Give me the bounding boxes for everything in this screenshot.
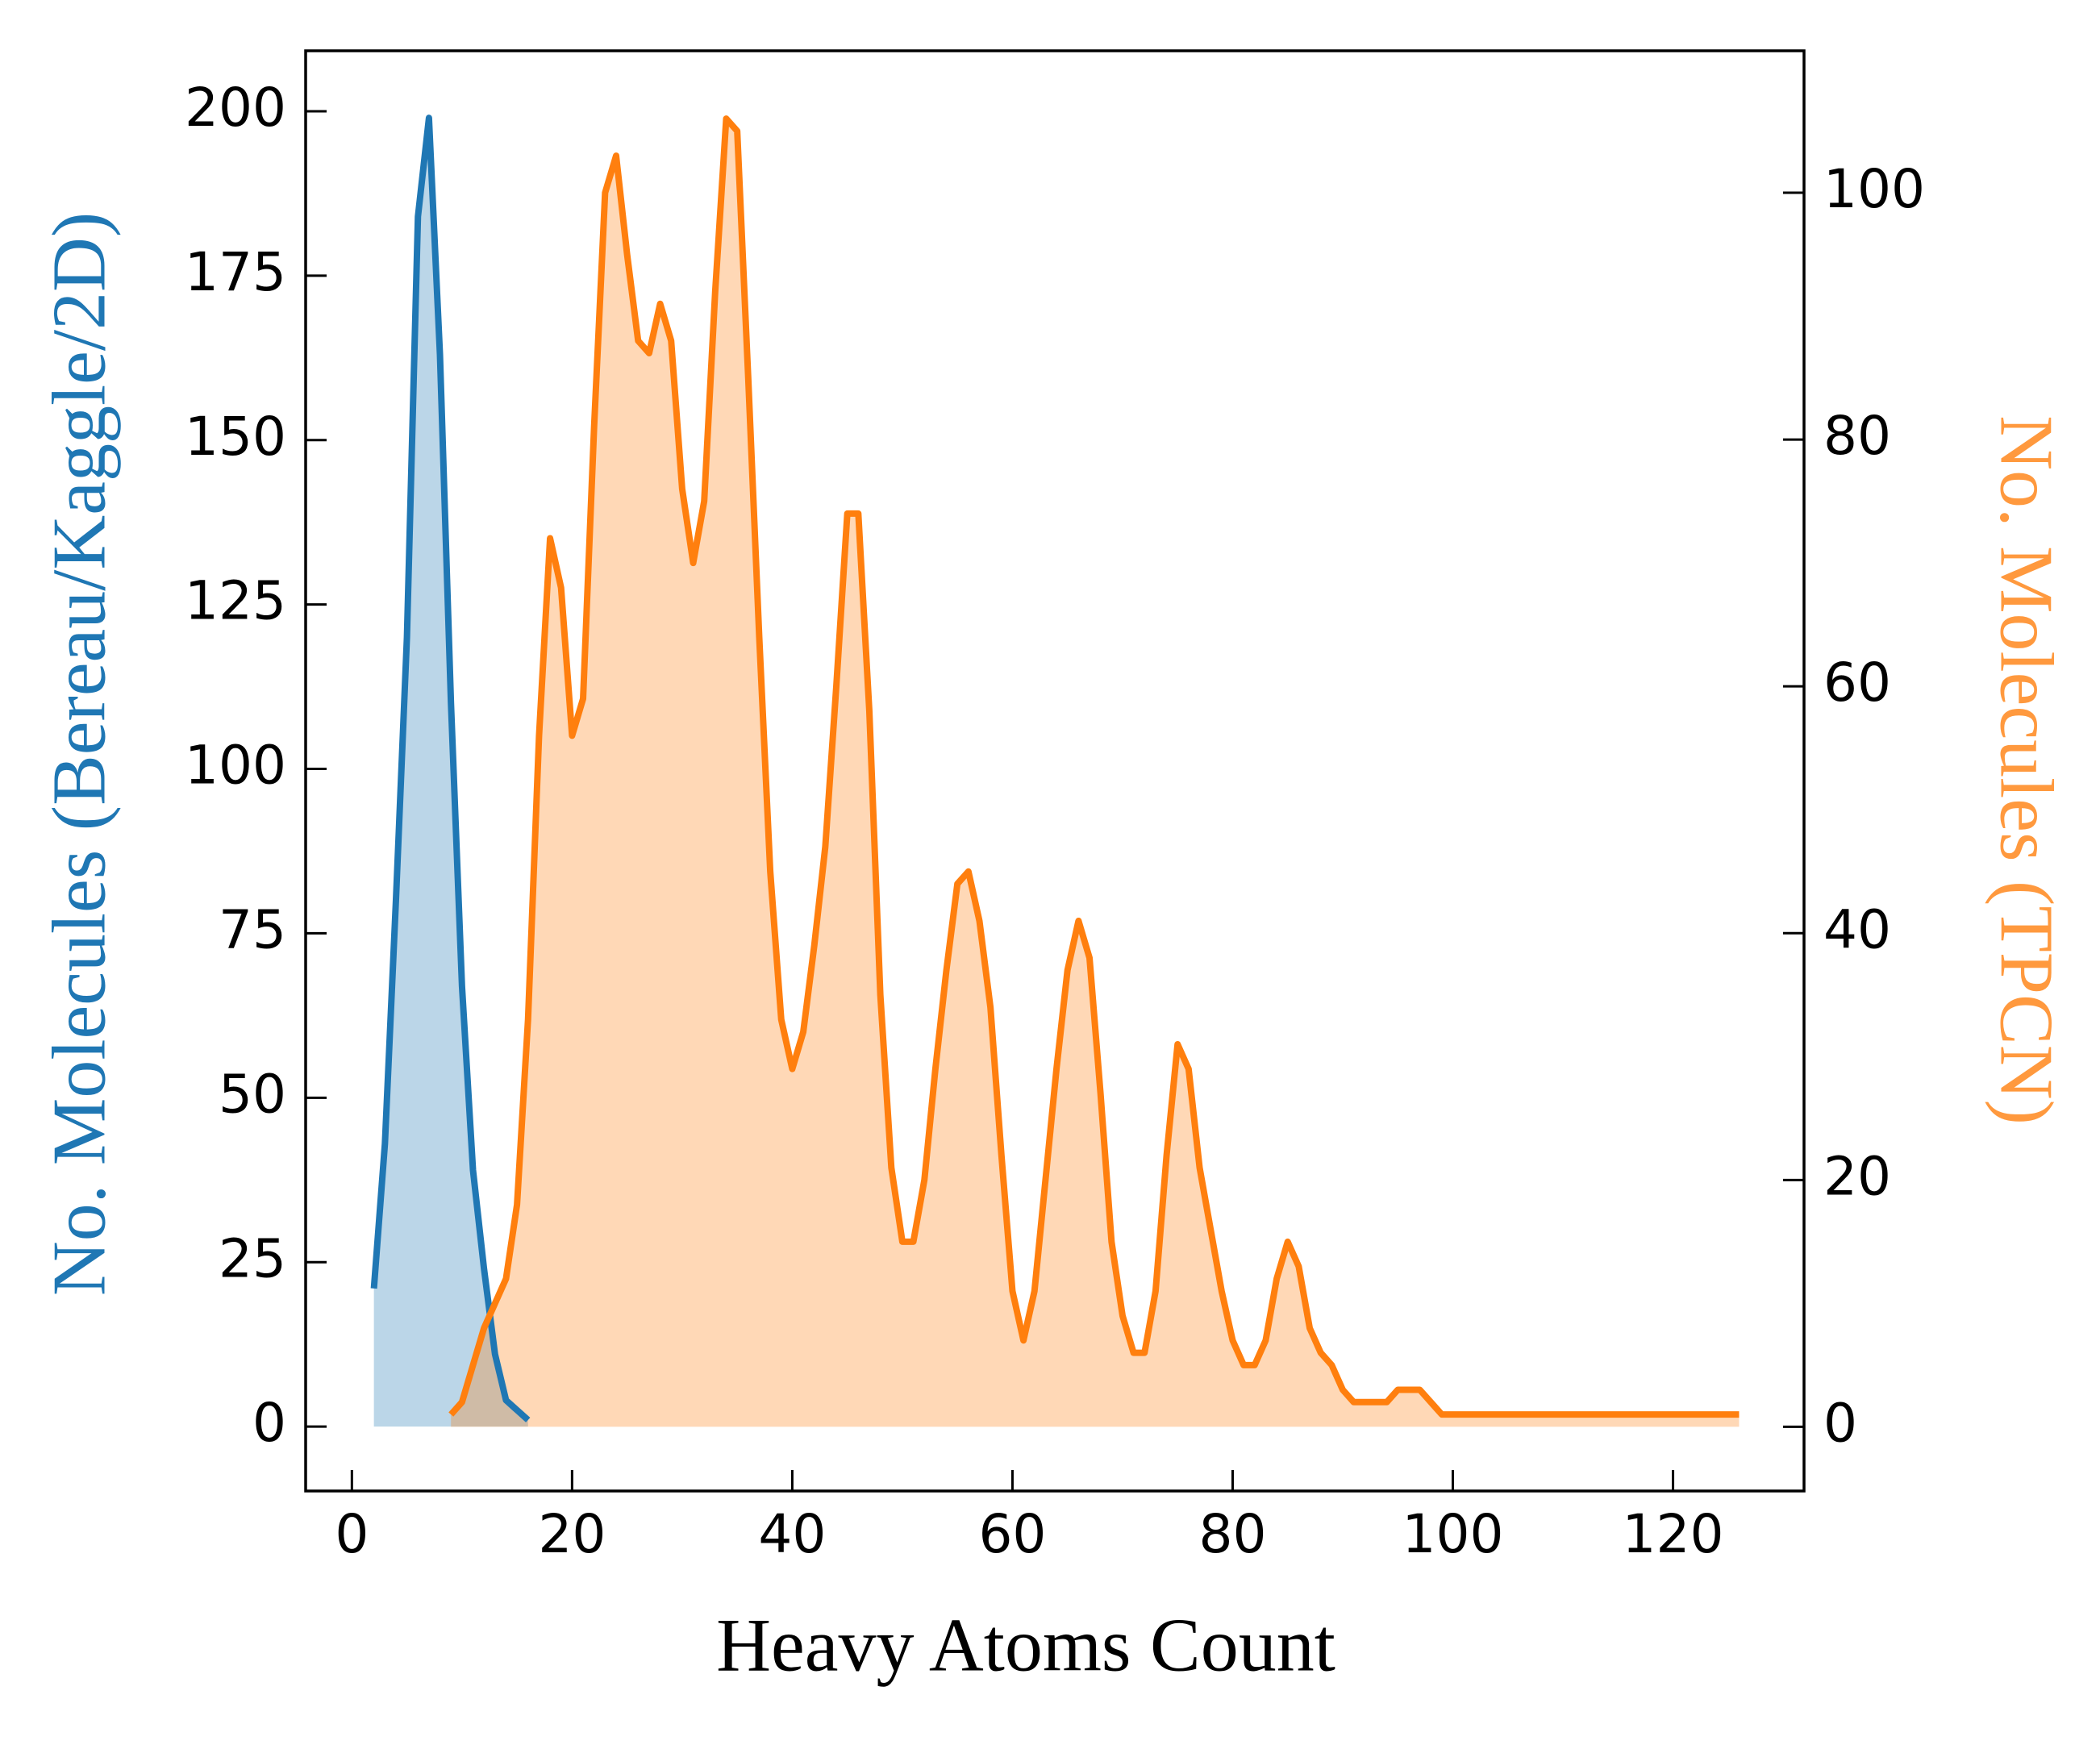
y-tick-label: 75 xyxy=(219,898,286,960)
data-line xyxy=(448,115,1740,1418)
y-tick-label: 50 xyxy=(219,1063,286,1125)
y2-tick-label: 20 xyxy=(1823,1145,1891,1207)
y-tick-label: 200 xyxy=(185,77,286,139)
x-tick-label: 100 xyxy=(1402,1503,1504,1565)
x-tick-label: 40 xyxy=(758,1503,826,1565)
x-tick-label: 20 xyxy=(538,1503,606,1565)
y-tick-label: 0 xyxy=(252,1392,286,1454)
y2-tick-label: 80 xyxy=(1823,405,1891,467)
area-fill xyxy=(451,119,1740,1427)
y-tick-label: 150 xyxy=(185,406,286,468)
y2-axis-label: No. Molecules (TPCN) xyxy=(1984,415,2068,1125)
x-tick-label: 60 xyxy=(978,1503,1046,1565)
y-tick-label: 175 xyxy=(185,241,286,303)
y-tick-label: 125 xyxy=(185,570,286,632)
plot-frame xyxy=(304,49,1806,1493)
y2-tick-label: 60 xyxy=(1823,652,1891,714)
y2-tick-label: 100 xyxy=(1823,158,1925,220)
x-axis-label: Heavy Atoms Count xyxy=(716,1604,1335,1688)
x-tick-label: 120 xyxy=(1623,1503,1724,1565)
x-tick-label: 80 xyxy=(1198,1503,1266,1565)
y-tick-label: 25 xyxy=(219,1227,286,1289)
y-tick-label: 100 xyxy=(185,735,286,797)
y2-tick-label: 40 xyxy=(1823,898,1891,960)
x-tick-label: 0 xyxy=(335,1503,369,1565)
y2-tick-label: 0 xyxy=(1823,1392,1857,1454)
y-axis-label: No. Molecules (Bereau/Kaggle/2D) xyxy=(38,212,122,1296)
data-line xyxy=(370,115,531,1422)
